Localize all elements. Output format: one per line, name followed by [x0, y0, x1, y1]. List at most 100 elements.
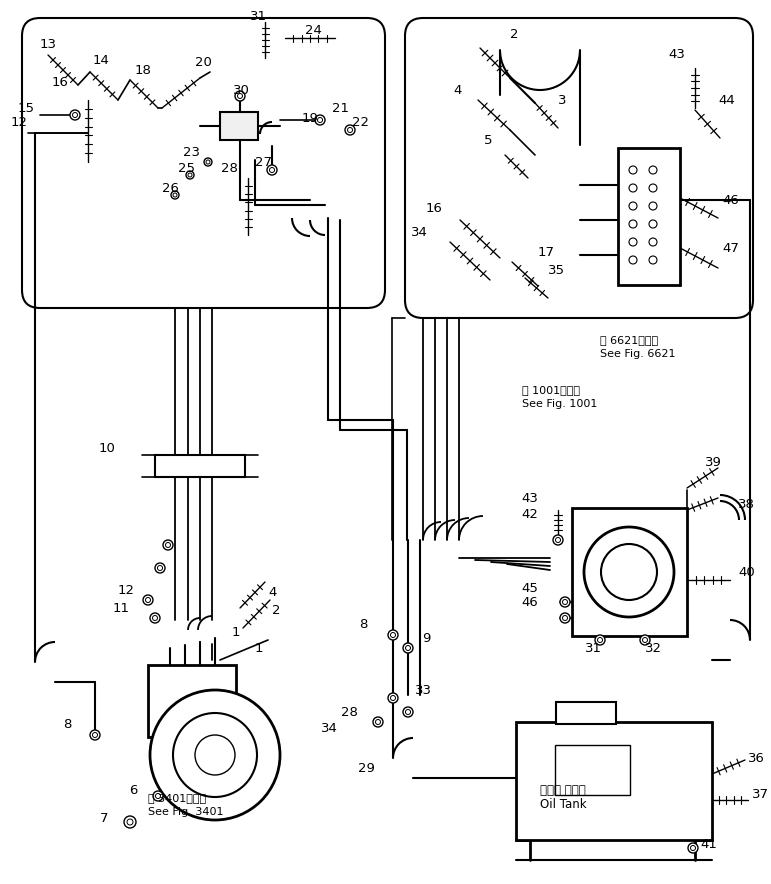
- Circle shape: [173, 193, 177, 197]
- Text: 17: 17: [538, 246, 555, 258]
- Text: 16: 16: [51, 75, 68, 88]
- Circle shape: [373, 717, 383, 727]
- Bar: [220, 112, 258, 140]
- Circle shape: [629, 220, 637, 228]
- Text: 4: 4: [453, 83, 462, 96]
- Text: 2: 2: [272, 604, 281, 616]
- Text: 24: 24: [305, 24, 322, 36]
- Circle shape: [93, 733, 97, 737]
- Text: See Fig. 3401: See Fig. 3401: [148, 807, 224, 817]
- Circle shape: [406, 645, 410, 651]
- Text: 25: 25: [178, 162, 195, 174]
- Circle shape: [649, 220, 657, 228]
- Text: 19: 19: [302, 111, 319, 125]
- Circle shape: [155, 563, 165, 573]
- Circle shape: [204, 158, 212, 166]
- Circle shape: [156, 794, 160, 798]
- Circle shape: [127, 819, 133, 825]
- Bar: [572, 508, 687, 636]
- Bar: [555, 745, 630, 795]
- Circle shape: [629, 256, 637, 264]
- Circle shape: [649, 256, 657, 264]
- Circle shape: [563, 599, 567, 605]
- Circle shape: [629, 166, 637, 174]
- Circle shape: [629, 202, 637, 210]
- Bar: [516, 722, 712, 840]
- Text: 28: 28: [341, 705, 358, 719]
- Circle shape: [90, 730, 100, 740]
- Text: 1: 1: [232, 626, 241, 638]
- Text: 34: 34: [322, 721, 338, 735]
- Circle shape: [406, 710, 410, 714]
- Text: 46: 46: [521, 596, 538, 608]
- Text: 2: 2: [510, 28, 519, 42]
- Circle shape: [629, 184, 637, 192]
- Text: 12: 12: [118, 583, 135, 597]
- Text: 9: 9: [422, 631, 430, 644]
- Circle shape: [649, 184, 657, 192]
- Circle shape: [70, 110, 80, 120]
- Text: 7: 7: [99, 812, 108, 825]
- Text: 第 3401図参照: 第 3401図参照: [148, 793, 206, 803]
- Circle shape: [318, 118, 322, 123]
- Text: オイル タンク: オイル タンク: [540, 783, 586, 796]
- Circle shape: [345, 125, 355, 135]
- Text: 4: 4: [268, 585, 276, 598]
- Text: 15: 15: [18, 102, 35, 115]
- Text: 第 6621図参照: 第 6621図参照: [600, 335, 658, 345]
- Text: 32: 32: [645, 642, 662, 654]
- Text: 23: 23: [183, 146, 200, 158]
- Circle shape: [375, 720, 381, 725]
- Circle shape: [390, 696, 396, 700]
- Circle shape: [186, 171, 194, 179]
- Text: 29: 29: [358, 761, 375, 774]
- Circle shape: [143, 595, 153, 605]
- Circle shape: [237, 94, 243, 98]
- Circle shape: [150, 690, 280, 820]
- Circle shape: [146, 598, 150, 603]
- Circle shape: [72, 112, 78, 118]
- Text: 46: 46: [722, 194, 739, 207]
- Circle shape: [691, 845, 695, 850]
- Text: 30: 30: [233, 83, 250, 96]
- Circle shape: [157, 566, 163, 570]
- Text: 39: 39: [705, 455, 722, 469]
- Text: 16: 16: [425, 202, 442, 215]
- Text: 36: 36: [748, 751, 765, 765]
- Circle shape: [150, 613, 160, 623]
- Circle shape: [601, 544, 657, 600]
- Text: 47: 47: [722, 241, 739, 255]
- Circle shape: [235, 91, 245, 101]
- Circle shape: [315, 115, 325, 125]
- Bar: [556, 702, 616, 724]
- Circle shape: [640, 635, 650, 645]
- Circle shape: [163, 540, 173, 550]
- Text: 40: 40: [738, 566, 755, 578]
- Text: Oil Tank: Oil Tank: [540, 797, 587, 811]
- Text: 21: 21: [332, 102, 349, 115]
- Circle shape: [388, 630, 398, 640]
- Text: 12: 12: [11, 116, 28, 128]
- Text: 26: 26: [162, 181, 179, 194]
- Circle shape: [171, 191, 179, 199]
- Circle shape: [649, 202, 657, 210]
- Text: See Fig. 1001: See Fig. 1001: [522, 399, 598, 409]
- Text: 31: 31: [250, 10, 267, 22]
- Text: 41: 41: [700, 839, 717, 851]
- Text: 1: 1: [255, 642, 264, 654]
- Circle shape: [173, 713, 257, 797]
- Text: 43: 43: [668, 49, 685, 62]
- Circle shape: [642, 637, 648, 643]
- Bar: [148, 665, 236, 737]
- Text: 34: 34: [411, 225, 428, 239]
- Circle shape: [563, 615, 567, 621]
- Circle shape: [584, 527, 674, 617]
- Circle shape: [153, 615, 157, 621]
- Circle shape: [595, 635, 605, 645]
- Text: 28: 28: [221, 162, 238, 174]
- Text: 31: 31: [585, 642, 602, 654]
- Text: 22: 22: [352, 116, 369, 128]
- Text: 43: 43: [521, 492, 538, 505]
- Circle shape: [598, 637, 602, 643]
- Text: 44: 44: [718, 94, 735, 106]
